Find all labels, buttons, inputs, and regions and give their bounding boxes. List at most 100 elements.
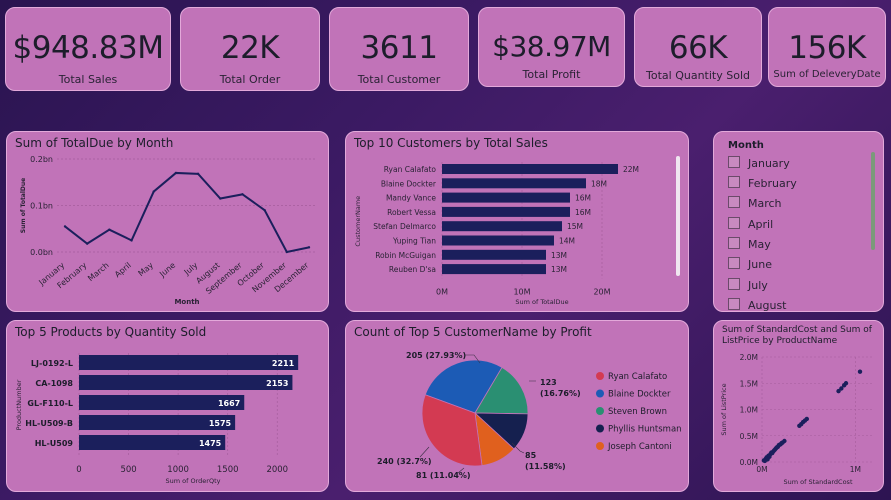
slicer-item-july[interactable]: July: [728, 278, 768, 298]
x-tick-label: July: [182, 260, 200, 277]
x-tick-label: 2000: [266, 465, 288, 475]
legend-marker: [596, 407, 604, 415]
data-label: 13M: [551, 251, 567, 260]
slicer-item-august[interactable]: August: [728, 298, 787, 312]
bar: [79, 435, 226, 450]
data-label: 1575: [209, 419, 232, 428]
kpi-value: $38.97M: [492, 30, 611, 63]
line-chart-card: Sum of TotalDue by Month 0.0bn 0.1bn 0.2bn…: [6, 131, 329, 312]
data-point: [774, 445, 780, 450]
checkbox[interactable]: [728, 176, 740, 188]
scatter-chart-card: Sum of StandardCost and Sum of ListPrice…: [713, 320, 884, 492]
kpi-total-quantity-sold: 66K Total Quantity Sold: [634, 7, 762, 87]
y-tick-label: 0.1bn: [30, 202, 53, 211]
data-point: [836, 388, 841, 394]
kpi-label: Total Customer: [357, 73, 441, 86]
legend-label: Ryan Calafato: [608, 372, 667, 382]
y-tick-label: 1.5M: [740, 379, 758, 388]
data-label: 18M: [591, 179, 607, 188]
data-point: [152, 190, 155, 193]
x-tick-label: 10M: [513, 287, 530, 296]
bar: [442, 164, 618, 174]
data-point: [307, 246, 311, 249]
kpi-value: $948.83M: [12, 30, 164, 66]
data-label: 240 (32.7%): [377, 457, 432, 466]
kpi-value: 3611: [360, 30, 438, 66]
x-axis-title: Sum of TotalDue: [515, 298, 568, 306]
category-label: CA-1098: [35, 379, 73, 388]
chart-title: Count of Top 5 CustomerName by Profit: [354, 325, 592, 339]
y-tick-label: 0.0bn: [30, 248, 53, 257]
y-tick-label: 0.0M: [740, 458, 758, 467]
chart-title: Top 10 Customers by Total Sales: [354, 136, 548, 150]
checkbox[interactable]: [728, 298, 740, 310]
category-label: GL-F110-L: [27, 399, 73, 408]
slicer-item-february[interactable]: February: [728, 176, 797, 196]
data-label: 15M: [567, 222, 583, 231]
y-axis-title: Sum of TotalDue: [20, 178, 27, 233]
bar: [442, 264, 546, 275]
data-label: 22M: [623, 165, 639, 174]
legend-label: Phyllis Huntsman: [608, 425, 682, 435]
x-tick-label: May: [137, 260, 156, 278]
x-tick-label: 1000: [167, 465, 189, 475]
legend-label: Blaine Dockter: [608, 390, 671, 400]
y-tick-label: 2.0M: [740, 353, 758, 362]
data-point: [843, 381, 849, 386]
data-label: 16M: [575, 208, 591, 217]
data-point: [85, 242, 89, 245]
leader-line: [457, 467, 465, 474]
data-label: (11.58%): [525, 462, 566, 471]
checkbox[interactable]: [728, 257, 740, 269]
leader-line: [464, 354, 481, 364]
data-point: [285, 250, 289, 254]
legend-marker: [596, 424, 604, 433]
kpi-label: Total Order: [219, 73, 281, 86]
slicer-item-label: January: [748, 157, 790, 170]
bar: [79, 415, 236, 430]
data-label: 1475: [199, 439, 222, 448]
category-label: HL-U509: [35, 439, 74, 448]
x-tick-label: 0: [76, 465, 81, 475]
checkbox[interactable]: [728, 278, 740, 290]
y-axis-title: CustomerName: [354, 196, 362, 247]
slicer-item-label: August: [748, 299, 787, 312]
data-point: [263, 208, 266, 212]
slicer-item-label: May: [748, 238, 771, 251]
checkbox[interactable]: [728, 217, 740, 229]
checkbox[interactable]: [728, 196, 740, 208]
data-label: 14M: [559, 237, 575, 246]
data-point: [771, 448, 777, 453]
y-axis-title: ProductNumber: [15, 379, 23, 430]
pie-slice: [421, 394, 483, 467]
pie-slice: [474, 366, 529, 415]
x-tick-label: April: [113, 261, 133, 280]
kpi-value: 156K: [788, 30, 866, 66]
data-point: [779, 440, 784, 446]
data-label: (16.76%): [540, 389, 581, 398]
kpi-total-order: 22K Total Order: [180, 7, 320, 91]
slicer-scrollbar[interactable]: [871, 152, 875, 250]
slicer-item-april[interactable]: April: [728, 217, 773, 237]
data-point: [219, 197, 222, 200]
bar: [442, 192, 570, 203]
kpi-delivery-date: 156K Sum of DeleveryDate: [768, 7, 886, 87]
pie-chart: 240 (32.7%) 205 (27.93%) 123 (16.76%) 85 (11.…: [377, 351, 682, 480]
scatter-chart: 0.0M 0.5M 1.0M 1.5M 2.0M 0M 1M Sum of StandardC…: [720, 353, 874, 486]
checkbox[interactable]: [728, 237, 740, 249]
chart-scrollbar[interactable]: [676, 156, 680, 276]
slicer-item-march[interactable]: March: [728, 196, 782, 216]
category-label: Reuben D'sa: [389, 265, 436, 274]
slicer-item-label: February: [748, 177, 797, 190]
x-tick-label: 20M: [593, 287, 610, 296]
kpi-label: Total Sales: [58, 73, 118, 86]
legend-marker: [596, 389, 604, 398]
slicer-item-may[interactable]: May: [728, 237, 771, 257]
slicer-item-january[interactable]: January: [728, 156, 790, 176]
slicer-item-june[interactable]: June: [728, 257, 772, 277]
category-label: HL-U509-B: [25, 419, 73, 428]
checkbox[interactable]: [728, 156, 740, 168]
slicer-item-label: April: [748, 218, 774, 231]
legend-marker: [596, 372, 604, 380]
